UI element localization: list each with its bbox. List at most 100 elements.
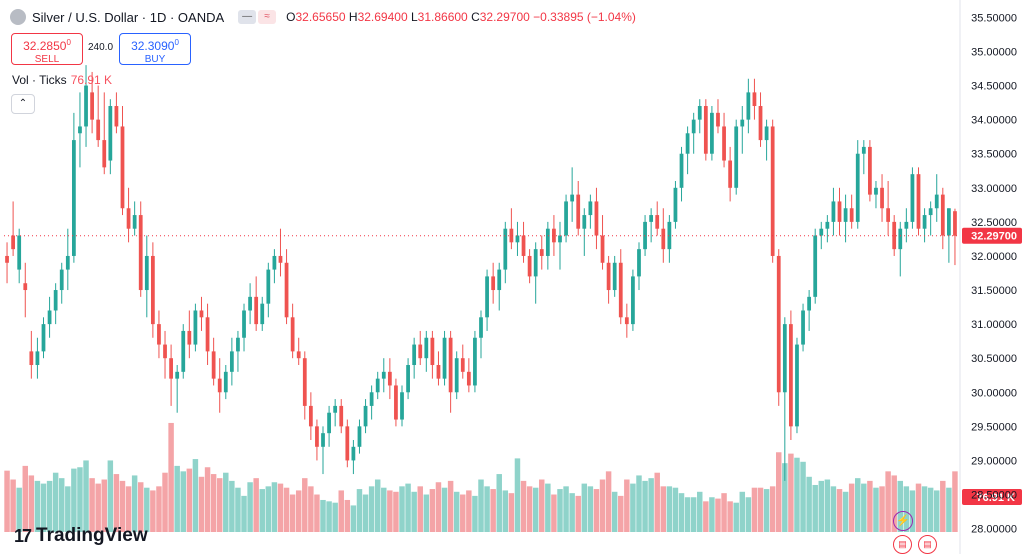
volume-bar <box>611 491 618 532</box>
price-tick-label: 35.50000 <box>971 12 1017 24</box>
candle-body <box>716 112 720 127</box>
volume-bar <box>344 499 351 532</box>
candle-body <box>934 194 939 209</box>
price-tick-label: 28.50000 <box>971 490 1017 502</box>
candle-body <box>442 337 447 379</box>
candle-body <box>53 290 58 311</box>
candle-body <box>770 126 775 256</box>
volume-bar <box>940 480 946 532</box>
candle-body <box>685 133 690 154</box>
volume-bar <box>235 487 241 532</box>
price-tick-label: 31.50000 <box>971 285 1017 297</box>
volume-bar <box>259 489 265 532</box>
collapse-chevron-icon[interactable]: ⌃ <box>11 94 35 114</box>
candle-body <box>339 405 344 427</box>
volume-legend[interactable]: Vol · Ticks 76.91 K <box>12 73 112 87</box>
lightning-icon[interactable]: ⚡ <box>893 511 913 531</box>
candle-body <box>102 140 107 168</box>
close-value: 32.29700 <box>479 10 530 24</box>
candle-body <box>904 221 909 229</box>
volume-bar <box>587 486 594 532</box>
volume-bar <box>180 471 186 532</box>
candle-body <box>691 119 696 134</box>
candle-body <box>807 296 812 311</box>
candle-body <box>150 255 155 325</box>
candle-body <box>181 330 186 372</box>
candle-body <box>922 215 927 229</box>
candle-body <box>782 324 787 393</box>
price-tick-label: 34.50000 <box>971 81 1017 93</box>
silver-symbol-icon[interactable] <box>10 9 26 25</box>
volume-bar <box>423 494 430 532</box>
volume-bar <box>946 487 952 532</box>
open-value: 32.65650 <box>295 10 346 24</box>
volume-bar <box>4 470 10 532</box>
symbol-title[interactable]: Silver / U.S. Dollar · 1D · OANDA <box>32 9 225 25</box>
price-tick-label: 31.00000 <box>971 319 1017 331</box>
volume-bar <box>466 490 472 532</box>
candle-body <box>65 255 70 270</box>
volume-bar <box>131 475 138 532</box>
candle-body <box>278 255 283 263</box>
candle-body <box>503 228 508 270</box>
candle-body <box>387 371 392 386</box>
volume-bar <box>216 478 223 532</box>
volume-bar <box>569 493 575 532</box>
high-value: 32.69400 <box>357 10 408 24</box>
price-axis: 35.50000 35.00000 34.50000 34.00000 33.50000… <box>959 0 1017 554</box>
volume-bar <box>648 478 654 532</box>
candle-body <box>497 269 502 291</box>
volume-bar <box>162 472 168 532</box>
volume-bar <box>551 494 557 532</box>
low-value: 31.86600 <box>417 10 468 24</box>
tradingview-logo[interactable]: 17 TradingView <box>14 525 148 547</box>
volume-bar <box>210 474 217 532</box>
volume-bar <box>95 483 101 532</box>
candle-body <box>315 426 319 447</box>
candle-body <box>679 153 684 188</box>
price-tick-label: 35.00000 <box>971 46 1017 58</box>
volume-bar <box>71 468 77 532</box>
candle-body <box>248 296 252 311</box>
candle-body <box>819 228 824 236</box>
candle-body <box>776 255 781 393</box>
volume-bar <box>751 487 758 532</box>
volume-bar <box>435 482 442 532</box>
volume-bar <box>848 483 855 532</box>
approx-icon[interactable]: ≈ <box>258 10 277 24</box>
candle-body <box>436 365 441 379</box>
candle-body <box>266 269 271 304</box>
candle-body <box>236 337 240 352</box>
buy-label: BUY <box>144 54 166 65</box>
candle-body <box>90 92 94 120</box>
volume-bar <box>672 487 679 532</box>
volume-bar <box>223 472 229 532</box>
volume-bar <box>326 501 332 532</box>
buy-button[interactable]: 32.30900 BUY <box>119 33 191 65</box>
candle-body <box>728 160 733 188</box>
us-flag-event-icon[interactable]: ▤ <box>893 535 912 554</box>
candle-body <box>17 235 22 270</box>
candle-body <box>916 174 921 229</box>
candle-body <box>564 201 568 236</box>
volume-bar <box>563 486 569 532</box>
minus-icon[interactable]: — <box>238 10 257 24</box>
volume-bar <box>769 486 776 532</box>
price-tick-label: 30.00000 <box>971 387 1017 399</box>
volume-bar <box>65 486 71 532</box>
volume-bar <box>125 486 132 532</box>
volume-bar <box>253 478 259 532</box>
volume-bars <box>4 422 958 532</box>
candle-body <box>649 215 654 222</box>
volume-bar <box>460 494 466 532</box>
candle-body <box>582 215 587 229</box>
sell-button[interactable]: 32.28500 SELL <box>11 33 83 65</box>
spread-value: 240.0 <box>88 42 114 53</box>
candle-body <box>485 276 489 318</box>
volume-bar <box>277 483 284 532</box>
candle-body <box>588 201 593 216</box>
us-flag-event-icon[interactable]: ▤ <box>918 535 937 554</box>
candle-body <box>169 358 173 379</box>
volume-bar <box>867 480 873 532</box>
